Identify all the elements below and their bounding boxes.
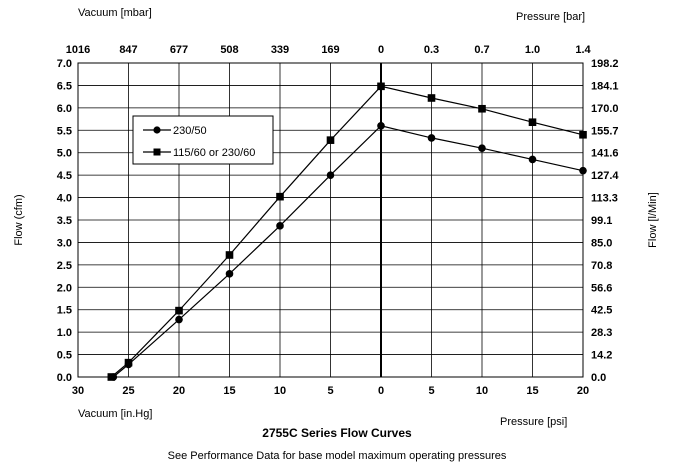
data-point-square [377, 82, 385, 91]
x-tick-label-top: 508 [220, 44, 238, 56]
y-tick-label-left: 6.5 [57, 80, 72, 92]
y-tick-label-left: 3.0 [57, 237, 72, 249]
data-point-circle [427, 134, 436, 142]
y-tick-label-right: 14.2 [591, 350, 612, 362]
x-tick-label-bottom: 10 [274, 385, 286, 397]
x-tick-label-bottom: 5 [327, 385, 333, 397]
x-tick-label-top: 1016 [66, 44, 90, 56]
data-point-square [528, 118, 537, 127]
data-point-square [107, 373, 116, 381]
x-tick-label-bottom: 0 [378, 385, 384, 397]
data-point-square [225, 251, 234, 259]
y-tick-label-left: 5.5 [57, 125, 72, 137]
data-point-circle [377, 122, 385, 130]
bottom-right-axis-label: Pressure [psi] [500, 416, 567, 428]
right-axis-label: Flow [l/Min] [647, 192, 659, 248]
x-tick-label-top: 1.4 [575, 44, 591, 56]
y-tick-label-right: 0.0 [591, 372, 606, 384]
tick-labels: 30 1016 25 847 20 677 15 508 10 339 5 169 0 0 5 0.3 10 0.… [57, 44, 620, 397]
x-tick-label-bottom: 5 [428, 385, 434, 397]
data-point-square [579, 130, 587, 139]
gridlines [77, 62, 584, 378]
data-point-circle [276, 222, 284, 230]
y-tick-label-left: 0.0 [57, 372, 72, 384]
x-tick-label-bottom: 30 [72, 385, 84, 397]
y-tick-label-left: 1.0 [57, 327, 72, 339]
series-layer [107, 82, 587, 381]
top-left-axis-label: Vacuum [mbar] [78, 7, 152, 19]
y-tick-label-left: 3.5 [57, 215, 72, 227]
x-tick-label-top: 0 [378, 44, 384, 56]
chart-title: 2755C Series Flow Curves [262, 426, 412, 440]
x-tick-label-bottom: 15 [526, 385, 538, 397]
y-tick-label-left: 2.5 [57, 260, 72, 272]
x-tick-label-bottom: 10 [476, 385, 488, 397]
data-point-square [478, 104, 486, 113]
x-tick-label-top: 0.7 [474, 44, 489, 56]
legend-marker-square [153, 148, 161, 156]
data-point-circle [579, 166, 587, 175]
y-tick-label-right: 99.1 [591, 215, 612, 227]
bottom-left-axis-label: Vacuum [in.Hg] [78, 408, 152, 420]
plot-frame [77, 62, 584, 378]
x-tick-label-top: 0.3 [424, 44, 439, 56]
legend-label-230-50: 230/50 [173, 125, 207, 137]
y-tick-label-left: 0.5 [57, 350, 72, 362]
y-tick-label-right: 170.0 [591, 103, 619, 115]
data-point-square [326, 136, 335, 144]
y-tick-label-right: 155.7 [591, 125, 619, 137]
x-tick-label-bottom: 20 [577, 385, 589, 397]
y-tick-label-right: 42.5 [591, 305, 612, 317]
x-tick-label-bottom: 15 [223, 385, 235, 397]
chart-subtitle: See Performance Data for base model maxi… [168, 450, 507, 462]
y-tick-label-right: 85.0 [591, 237, 612, 249]
data-point-circle [478, 144, 486, 153]
y-tick-label-right: 113.3 [591, 193, 618, 205]
x-tick-label-top: 1.0 [525, 44, 540, 56]
data-point-square [175, 306, 183, 315]
data-point-square [427, 94, 436, 102]
x-tick-label-top: 847 [119, 44, 137, 56]
x-tick-label-bottom: 25 [122, 385, 134, 397]
y-tick-label-right: 56.6 [591, 282, 612, 294]
y-tick-label-left: 1.5 [57, 305, 72, 317]
x-tick-label-top: 339 [271, 44, 289, 56]
y-tick-label-right: 198.2 [591, 58, 619, 70]
data-point-circle [175, 315, 183, 324]
legend: 230/50 115/60 or 230/60 [132, 115, 274, 165]
data-point-circle [326, 171, 335, 179]
y-tick-label-right: 127.4 [591, 170, 619, 182]
y-tick-label-left: 7.0 [57, 58, 72, 70]
y-tick-label-left: 2.0 [57, 282, 72, 294]
x-tick-label-bottom: 20 [173, 385, 185, 397]
y-tick-label-right: 70.8 [591, 260, 612, 272]
left-axis-label: Flow (cfm) [13, 194, 25, 245]
legend-marker-circle [153, 126, 161, 134]
data-point-circle [528, 155, 537, 164]
y-tick-label-left: 6.0 [57, 103, 72, 115]
y-tick-label-right: 28.3 [591, 327, 612, 339]
x-tick-label-top: 169 [321, 44, 339, 56]
top-right-axis-label: Pressure [bar] [516, 11, 585, 23]
data-point-circle [225, 270, 234, 278]
y-tick-label-right: 184.1 [591, 80, 619, 92]
y-tick-label-right: 141.6 [591, 148, 619, 160]
data-point-square [276, 192, 284, 201]
legend-box [132, 115, 274, 165]
y-tick-label-left: 4.0 [57, 193, 72, 205]
legend-label-115-60: 115/60 or 230/60 [173, 147, 255, 159]
y-tick-label-left: 5.0 [57, 148, 72, 160]
data-point-square [124, 358, 133, 367]
y-tick-label-left: 4.5 [57, 170, 72, 182]
x-tick-label-top: 677 [170, 44, 188, 56]
